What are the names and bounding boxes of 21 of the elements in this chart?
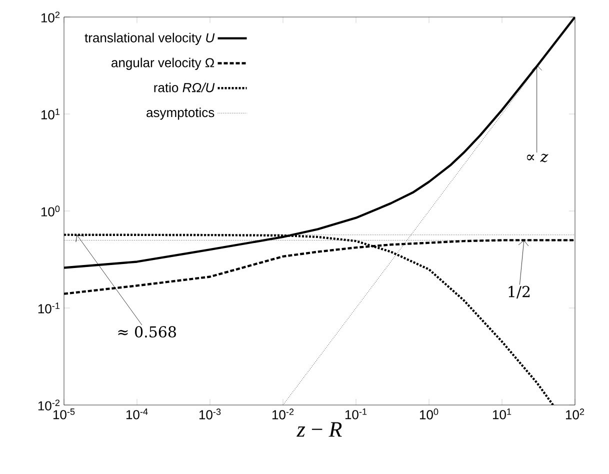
annotation: 1/2	[508, 286, 530, 298]
x-tick-label: 10$^{1}$	[492, 408, 512, 420]
x-axis-title: z − R	[296, 422, 342, 437]
x-tick-label: 10$^{-2}$	[272, 408, 294, 420]
legend-label: translational velocity U	[84, 32, 215, 45]
legend-label: angular velocity Ω	[112, 58, 214, 70]
y-tick-label: 10$^{-2}$	[38, 400, 60, 410]
x-tick-label: 10$^{-4}$	[126, 408, 148, 420]
y-tick-label: 10$^{2}$	[41, 12, 60, 22]
annotation: ≈ 0.568	[118, 326, 176, 338]
x-tick-label: 10$^{0}$	[420, 408, 438, 420]
x-tick-label: 10$^{-1}$	[345, 408, 367, 420]
legend-label: asymptotics	[146, 108, 214, 120]
annotation: ∝ z	[527, 154, 548, 162]
x-tick-label: 10$^{-5}$	[53, 408, 75, 420]
y-tick-label: 10$^{0}$	[41, 206, 60, 216]
y-tick-label: 10$^{1}$	[41, 108, 60, 120]
y-tick-label: 10$^{-1}$	[38, 302, 60, 314]
legend-label: ratio RΩ/U	[154, 82, 215, 92]
x-tick-label: 10$^{2}$	[566, 408, 584, 420]
x-tick-label: 10$^{-3}$	[199, 408, 221, 420]
